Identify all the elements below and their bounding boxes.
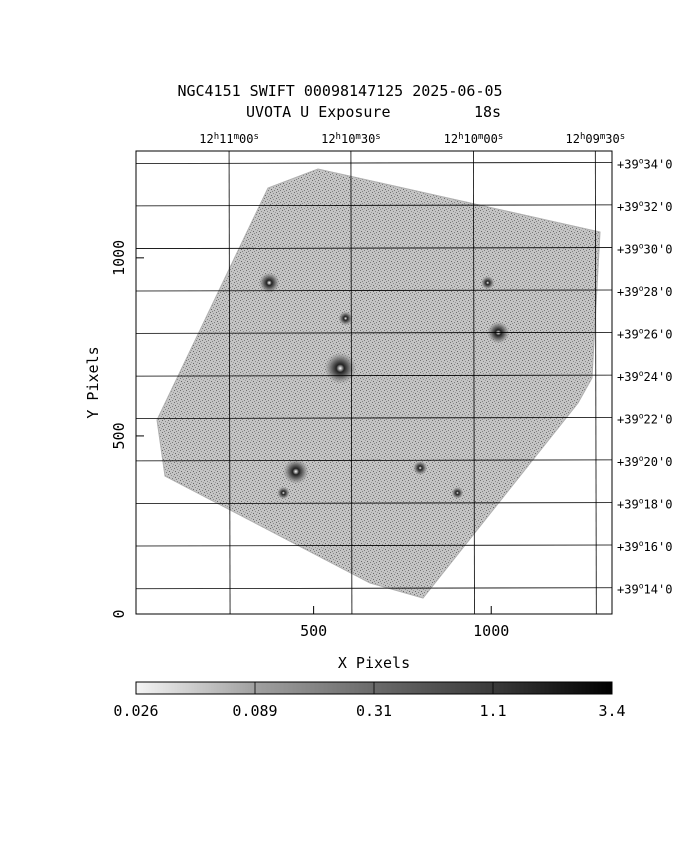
- ra-tick-label-1: 12h10m30s: [321, 132, 381, 146]
- dec-tick-label-2: +39o30'0: [617, 242, 672, 257]
- dec-grid-line-3: [135, 289, 613, 292]
- ra-grid-line-0: [228, 150, 231, 615]
- source-1: [283, 458, 309, 485]
- dec-grid-line-10: [135, 587, 613, 590]
- dec-grid-line-1: [135, 204, 613, 207]
- axis-ticks: [136, 257, 492, 615]
- colorbar-label-3: 1.1: [479, 702, 506, 720]
- coordinate-grid: [135, 150, 613, 615]
- chart-title: NGC4151 SWIFT 00098147125 2025-06-05: [177, 82, 503, 100]
- dec-grid-line-7: [135, 459, 613, 462]
- plot-frame: [135, 150, 613, 615]
- dec-tick-label-6: +39o22'0: [617, 411, 672, 426]
- colorbar-labels: 0.026 0.089 0.31 1.1 3.4: [113, 682, 626, 720]
- y-axis-label: Y Pixels: [84, 346, 102, 418]
- dec-tick-label-9: +39o16'0: [617, 539, 672, 554]
- dec-grid-line-6: [135, 417, 613, 419]
- dec-tick-label-10: +39o14'0: [617, 582, 672, 597]
- ra-grid-line-1: [350, 150, 353, 615]
- dec-tick-label-8: +39o18'0: [617, 497, 672, 512]
- dec-tick-label-3: +39o28'0: [617, 284, 672, 299]
- x-axis-label: X Pixels: [338, 654, 410, 672]
- chart-subtitle-exposure: 18s: [474, 103, 502, 121]
- dec-tick-label-0: +39o34'0: [617, 156, 672, 171]
- source-6: [480, 275, 495, 290]
- ra-grid-line-3: [594, 150, 597, 615]
- ra-tick-label-0: 12h11m00s: [199, 132, 259, 146]
- dec-tick-label-7: +39o20'0: [617, 454, 672, 469]
- colorbar-label-1: 0.089: [232, 702, 277, 720]
- colorbar-label-4: 3.4: [598, 702, 625, 720]
- dec-tick-label-4: +39o26'0: [617, 326, 672, 341]
- axis-labels: 500 1000 0 500 1000 X Pixels Y Pixels 12h11m00s…: [84, 132, 672, 672]
- y-tick-label-0: 0: [110, 609, 128, 618]
- dec-tick-label-1: +39o32'0: [617, 199, 672, 214]
- y-tick-label-1: 500: [110, 422, 128, 449]
- exposure-footprint: [156, 168, 601, 599]
- source-4: [338, 311, 353, 326]
- dec-grid-line-9: [135, 544, 613, 547]
- dec-grid-line-0: [135, 162, 613, 164]
- x-tick-label-0: 500: [300, 622, 327, 640]
- dec-grid-line-5: [135, 374, 613, 377]
- y-tick-label-2: 1000: [110, 240, 128, 276]
- ra-grid-line-2: [473, 150, 475, 615]
- sources-layer: [258, 272, 510, 500]
- ra-tick-label-2: 12h10m00s: [444, 132, 504, 146]
- colorbar-label-2: 0.31: [356, 702, 392, 720]
- dec-grid-line-4: [135, 331, 613, 334]
- colorbar-label-0: 0.026: [113, 702, 158, 720]
- source-5: [412, 460, 428, 476]
- dec-tick-label-5: +39o24'0: [617, 369, 672, 384]
- source-0: [324, 352, 357, 385]
- ra-tick-label-3: 12h09m30s: [565, 132, 625, 146]
- dec-grid-line-2: [135, 247, 613, 249]
- source-3: [258, 272, 280, 294]
- x-tick-label-1: 1000: [473, 622, 509, 640]
- chart-subtitle-filter: UVOTA U Exposure: [246, 103, 391, 121]
- source-8: [451, 486, 464, 499]
- dec-grid-line-8: [135, 502, 613, 504]
- source-7: [277, 486, 290, 500]
